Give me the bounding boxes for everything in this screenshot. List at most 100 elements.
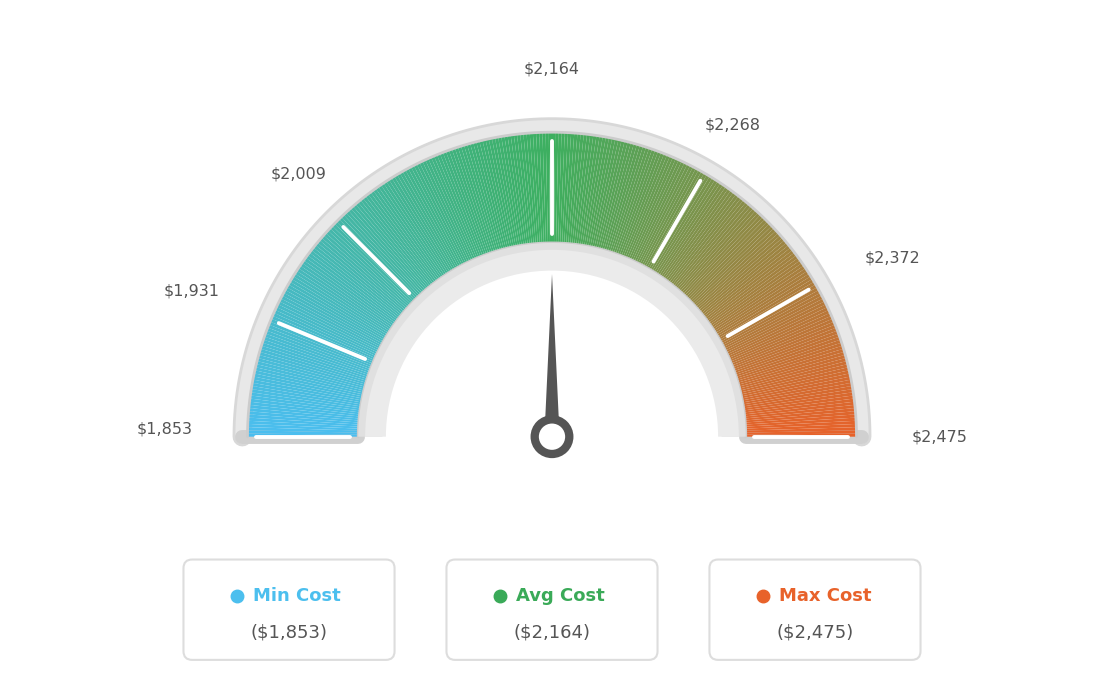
Wedge shape	[728, 307, 829, 356]
Wedge shape	[744, 395, 854, 413]
Wedge shape	[608, 145, 643, 252]
Wedge shape	[247, 431, 359, 435]
Wedge shape	[348, 208, 424, 293]
Wedge shape	[736, 346, 843, 381]
Wedge shape	[640, 166, 693, 265]
Wedge shape	[617, 150, 658, 255]
Wedge shape	[715, 273, 810, 335]
FancyBboxPatch shape	[183, 560, 394, 660]
Wedge shape	[741, 367, 849, 395]
Wedge shape	[381, 183, 445, 277]
Wedge shape	[744, 399, 854, 415]
Wedge shape	[449, 149, 488, 255]
Wedge shape	[285, 287, 383, 344]
Wedge shape	[258, 352, 365, 384]
Wedge shape	[248, 417, 359, 426]
Wedge shape	[712, 266, 806, 329]
Wedge shape	[673, 200, 746, 288]
Wedge shape	[458, 146, 495, 253]
Wedge shape	[332, 224, 414, 303]
Circle shape	[539, 424, 565, 450]
Wedge shape	[498, 137, 520, 246]
Wedge shape	[616, 149, 655, 255]
Wedge shape	[306, 255, 396, 323]
Wedge shape	[704, 248, 793, 318]
Wedge shape	[732, 322, 835, 366]
Wedge shape	[355, 202, 428, 288]
Text: $2,009: $2,009	[270, 166, 326, 181]
Wedge shape	[337, 219, 416, 299]
Wedge shape	[251, 389, 361, 408]
Wedge shape	[414, 164, 466, 264]
Wedge shape	[258, 355, 365, 386]
Wedge shape	[400, 171, 457, 269]
Wedge shape	[420, 161, 469, 262]
Wedge shape	[744, 402, 854, 417]
Wedge shape	[527, 133, 538, 244]
Wedge shape	[247, 433, 358, 437]
Wedge shape	[302, 260, 394, 326]
Wedge shape	[584, 137, 606, 246]
Wedge shape	[744, 392, 853, 411]
Wedge shape	[439, 152, 482, 257]
Wedge shape	[721, 287, 819, 344]
Wedge shape	[571, 134, 584, 244]
Wedge shape	[658, 181, 721, 275]
Wedge shape	[588, 137, 613, 247]
Wedge shape	[311, 248, 400, 318]
Wedge shape	[254, 373, 362, 398]
Wedge shape	[252, 386, 361, 406]
Wedge shape	[630, 159, 679, 261]
Wedge shape	[386, 179, 448, 274]
Wedge shape	[287, 284, 384, 342]
Wedge shape	[735, 337, 840, 375]
Wedge shape	[513, 135, 530, 244]
Wedge shape	[268, 324, 372, 367]
Wedge shape	[746, 433, 857, 437]
Wedge shape	[263, 339, 369, 377]
Wedge shape	[722, 290, 820, 345]
Wedge shape	[297, 268, 391, 331]
Text: Min Cost: Min Cost	[253, 587, 340, 605]
Text: ($2,475): ($2,475)	[776, 623, 853, 641]
Wedge shape	[428, 157, 475, 259]
Text: $2,475: $2,475	[912, 429, 968, 444]
Wedge shape	[339, 217, 418, 298]
Wedge shape	[734, 331, 839, 371]
Wedge shape	[247, 421, 359, 428]
Wedge shape	[314, 245, 402, 316]
Wedge shape	[389, 178, 450, 273]
Wedge shape	[693, 228, 776, 306]
Wedge shape	[351, 206, 425, 291]
Wedge shape	[373, 188, 439, 280]
Wedge shape	[713, 268, 807, 331]
Wedge shape	[539, 132, 545, 243]
Wedge shape	[365, 250, 739, 437]
Wedge shape	[644, 168, 699, 267]
Wedge shape	[711, 263, 804, 328]
Wedge shape	[425, 159, 474, 261]
Wedge shape	[467, 144, 500, 250]
Wedge shape	[684, 215, 763, 297]
Text: $1,931: $1,931	[163, 284, 220, 299]
Wedge shape	[545, 132, 550, 243]
Wedge shape	[476, 141, 506, 249]
Wedge shape	[319, 238, 405, 312]
Wedge shape	[724, 295, 824, 348]
Wedge shape	[669, 194, 739, 284]
Wedge shape	[508, 135, 526, 245]
Wedge shape	[633, 160, 681, 262]
Wedge shape	[330, 226, 412, 304]
Wedge shape	[679, 206, 753, 291]
Wedge shape	[606, 144, 640, 251]
Wedge shape	[486, 139, 512, 248]
Wedge shape	[455, 147, 492, 253]
Wedge shape	[709, 258, 800, 324]
Wedge shape	[283, 293, 381, 347]
Wedge shape	[247, 427, 359, 433]
Wedge shape	[732, 324, 836, 367]
Wedge shape	[681, 210, 758, 294]
Wedge shape	[668, 193, 736, 282]
Wedge shape	[280, 295, 380, 348]
Wedge shape	[745, 417, 856, 426]
